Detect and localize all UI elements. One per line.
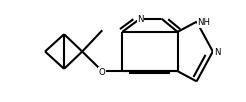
Text: N: N bbox=[214, 48, 220, 57]
Text: NH: NH bbox=[198, 18, 211, 27]
Text: O: O bbox=[99, 68, 106, 77]
Text: N: N bbox=[137, 15, 144, 24]
